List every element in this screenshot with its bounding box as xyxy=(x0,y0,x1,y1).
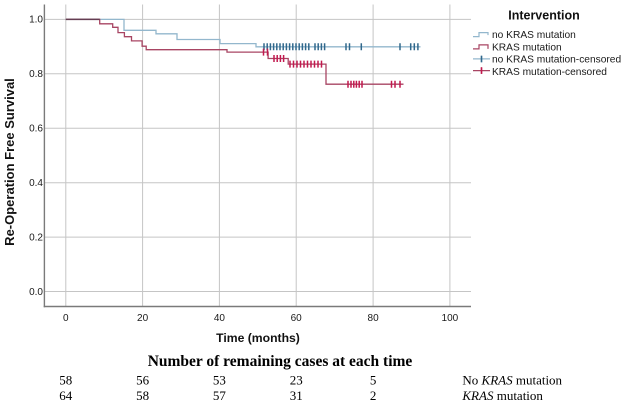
svg-text:0.0: 0.0 xyxy=(29,287,43,298)
svg-text:23: 23 xyxy=(290,373,303,388)
svg-text:0.2: 0.2 xyxy=(29,232,43,243)
svg-text:1.0: 1.0 xyxy=(29,15,43,26)
svg-text:20: 20 xyxy=(137,313,149,324)
svg-text:0.4: 0.4 xyxy=(29,178,43,189)
svg-text:No KRAS mutation: No KRAS mutation xyxy=(462,373,562,388)
svg-text:80: 80 xyxy=(368,313,380,324)
svg-text:0: 0 xyxy=(63,313,69,324)
svg-text:2: 2 xyxy=(370,388,377,403)
svg-text:no KRAS mutation-censored: no KRAS mutation-censored xyxy=(492,55,621,66)
svg-text:53: 53 xyxy=(213,373,226,388)
svg-text:5: 5 xyxy=(370,373,377,388)
svg-text:40: 40 xyxy=(214,313,226,324)
svg-text:no KRAS mutation: no KRAS mutation xyxy=(492,30,576,41)
svg-text:58: 58 xyxy=(136,388,149,403)
svg-text:KRAS mutation-censored: KRAS mutation-censored xyxy=(492,67,607,78)
svg-text:64: 64 xyxy=(59,388,73,403)
svg-text:Intervention: Intervention xyxy=(508,9,580,23)
svg-text:100: 100 xyxy=(442,313,459,324)
svg-text:60: 60 xyxy=(291,313,303,324)
svg-text:Re-Operation Free Survival: Re-Operation Free Survival xyxy=(2,78,17,246)
svg-text:KRAS mutation: KRAS mutation xyxy=(461,388,543,403)
svg-text:56: 56 xyxy=(136,373,150,388)
svg-text:0.6: 0.6 xyxy=(29,124,43,135)
svg-text:31: 31 xyxy=(290,388,303,403)
svg-text:Number of remaining cases at e: Number of remaining cases at each time xyxy=(148,353,413,370)
svg-text:57: 57 xyxy=(213,388,227,403)
svg-text:Time (months): Time (months) xyxy=(216,331,300,345)
svg-text:KRAS mutation: KRAS mutation xyxy=(492,42,562,53)
svg-text:58: 58 xyxy=(59,373,72,388)
svg-text:0.8: 0.8 xyxy=(29,69,43,80)
